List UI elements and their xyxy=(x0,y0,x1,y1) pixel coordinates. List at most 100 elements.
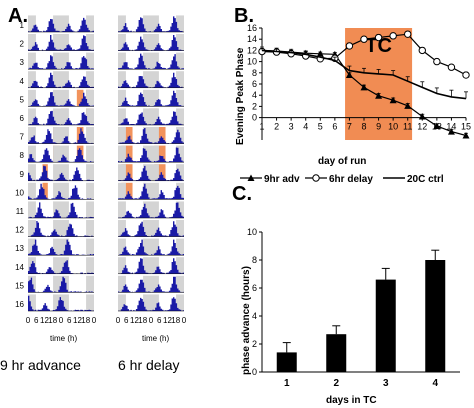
dark-phase-shading xyxy=(86,145,94,163)
data-point-circle xyxy=(462,71,470,79)
y-tick-label: 8 xyxy=(252,68,257,78)
day-row-label: 13 xyxy=(15,244,24,253)
activity-profile-row xyxy=(118,35,184,51)
activity-profile-row xyxy=(28,202,94,218)
dark-phase-shading xyxy=(118,164,126,181)
y-tick-label: 6 xyxy=(252,283,257,293)
dark-phase-shading xyxy=(118,145,126,163)
time-tick-label: 12 xyxy=(130,316,139,325)
activity-profile-row xyxy=(118,258,184,274)
dark-phase-shading xyxy=(176,294,184,311)
day-row-label: 15 xyxy=(15,281,24,290)
dark-phase-shading xyxy=(176,238,184,256)
day-row-label: 4 xyxy=(20,77,25,86)
dark-phase-shading xyxy=(118,34,126,51)
dark-phase-shading xyxy=(53,108,69,125)
dark-phase-shading xyxy=(28,294,36,311)
label-9hr-advance: 9 hr advance xyxy=(0,357,81,373)
dark-phase-shading xyxy=(86,294,94,311)
dark-phase-shading xyxy=(118,275,126,293)
time-tick-label: 6 xyxy=(157,316,162,325)
time-axis-label-right: time (h) xyxy=(142,334,169,343)
activity-profile-row xyxy=(28,260,94,274)
dark-phase-shading xyxy=(118,182,126,200)
y-tick-label: 4 xyxy=(252,90,257,100)
x-tick-label: 6 xyxy=(332,122,337,132)
label-6hr-delay: 6 hr delay xyxy=(118,357,179,373)
data-point-circle xyxy=(360,35,368,43)
time-tick-label: 18 xyxy=(48,316,57,325)
dark-phase-shading xyxy=(118,220,126,237)
dark-phase-shading xyxy=(53,15,69,32)
x-tick-label: 1 xyxy=(284,378,290,389)
activity-profile-row xyxy=(28,295,94,311)
time-tick-label: 6 xyxy=(124,316,129,325)
data-point-triangle xyxy=(462,132,470,139)
dark-phase-shading xyxy=(143,34,159,51)
activity-profile-row xyxy=(118,147,184,163)
dark-phase-shading xyxy=(143,257,159,274)
dark-phase-shading xyxy=(118,15,126,32)
x-tick-label: 14 xyxy=(446,122,456,132)
activity-profile-row xyxy=(28,110,94,125)
dark-phase-shading xyxy=(28,34,36,51)
dark-phase-shading xyxy=(86,275,94,293)
dark-phase-shading xyxy=(118,257,126,274)
x-tick-label: 12 xyxy=(417,122,427,132)
dark-phase-shading xyxy=(143,89,159,107)
y-tick-label: 0 xyxy=(252,367,257,377)
tc-shaded-region xyxy=(345,28,413,140)
y-axis-label-evening-peak-phase: Evening Peak Phase xyxy=(235,47,246,145)
y-tick-label: 4 xyxy=(252,311,257,321)
activity-profile-row xyxy=(28,276,94,293)
dark-phase-shading xyxy=(176,275,184,293)
activity-profile-row xyxy=(118,128,184,144)
legend: 9hr adv 6hr delay 20C ctrl xyxy=(240,174,444,185)
y-axis-label-phase-advance: phase advance (hours) xyxy=(241,266,252,375)
dark-phase-shading xyxy=(176,257,184,274)
dark-phase-shading xyxy=(28,164,36,181)
temperature-cycle-highlight xyxy=(154,164,166,181)
dark-phase-shading xyxy=(176,108,184,125)
dark-phase-shading xyxy=(143,15,159,32)
data-point-triangle xyxy=(433,122,441,129)
activity-profile-row xyxy=(118,90,184,107)
dark-phase-shading xyxy=(86,15,94,32)
day-row-label: 8 xyxy=(20,151,25,160)
dark-phase-shading xyxy=(28,238,36,256)
y-tick-label: 8 xyxy=(252,255,257,265)
x-tick-label: 8 xyxy=(361,122,366,132)
data-point-circle xyxy=(433,57,441,66)
dark-phase-shading xyxy=(176,145,184,163)
day-row-label: 11 xyxy=(16,207,25,216)
time-tick-label: 0 xyxy=(116,316,121,325)
data-point-circle xyxy=(447,63,456,71)
dark-phase-shading xyxy=(143,294,159,311)
day-row-label: 5 xyxy=(20,95,25,104)
y-tick-label: 2 xyxy=(252,339,257,349)
x-tick-label: 10 xyxy=(388,122,398,132)
y-tick-label: 2 xyxy=(252,101,257,111)
day-row-label: 6 xyxy=(20,114,25,123)
temperature-cycle-highlight xyxy=(121,164,133,181)
time-tick-label: 0 xyxy=(59,316,64,325)
temperature-cycle-highlight xyxy=(76,89,84,107)
day-row-label: 2 xyxy=(20,40,25,49)
activity-profile-row xyxy=(118,276,184,293)
dark-phase-shading xyxy=(176,164,184,181)
time-tick-label: 18 xyxy=(171,316,180,325)
dark-phase-shading xyxy=(28,127,36,144)
dark-phase-shading xyxy=(176,52,184,70)
data-point-triangle xyxy=(389,96,397,104)
temperature-cycle-highlight xyxy=(121,145,133,163)
dark-phase-shading xyxy=(86,201,94,218)
bar-day-2 xyxy=(326,334,347,372)
activity-profile-row xyxy=(118,16,184,32)
data-point-triangle xyxy=(447,128,455,135)
dark-phase-shading xyxy=(86,127,94,144)
temperature-cycle-highlight xyxy=(154,145,166,163)
legend-label-6hr-delay: 6hr delay xyxy=(329,174,373,185)
